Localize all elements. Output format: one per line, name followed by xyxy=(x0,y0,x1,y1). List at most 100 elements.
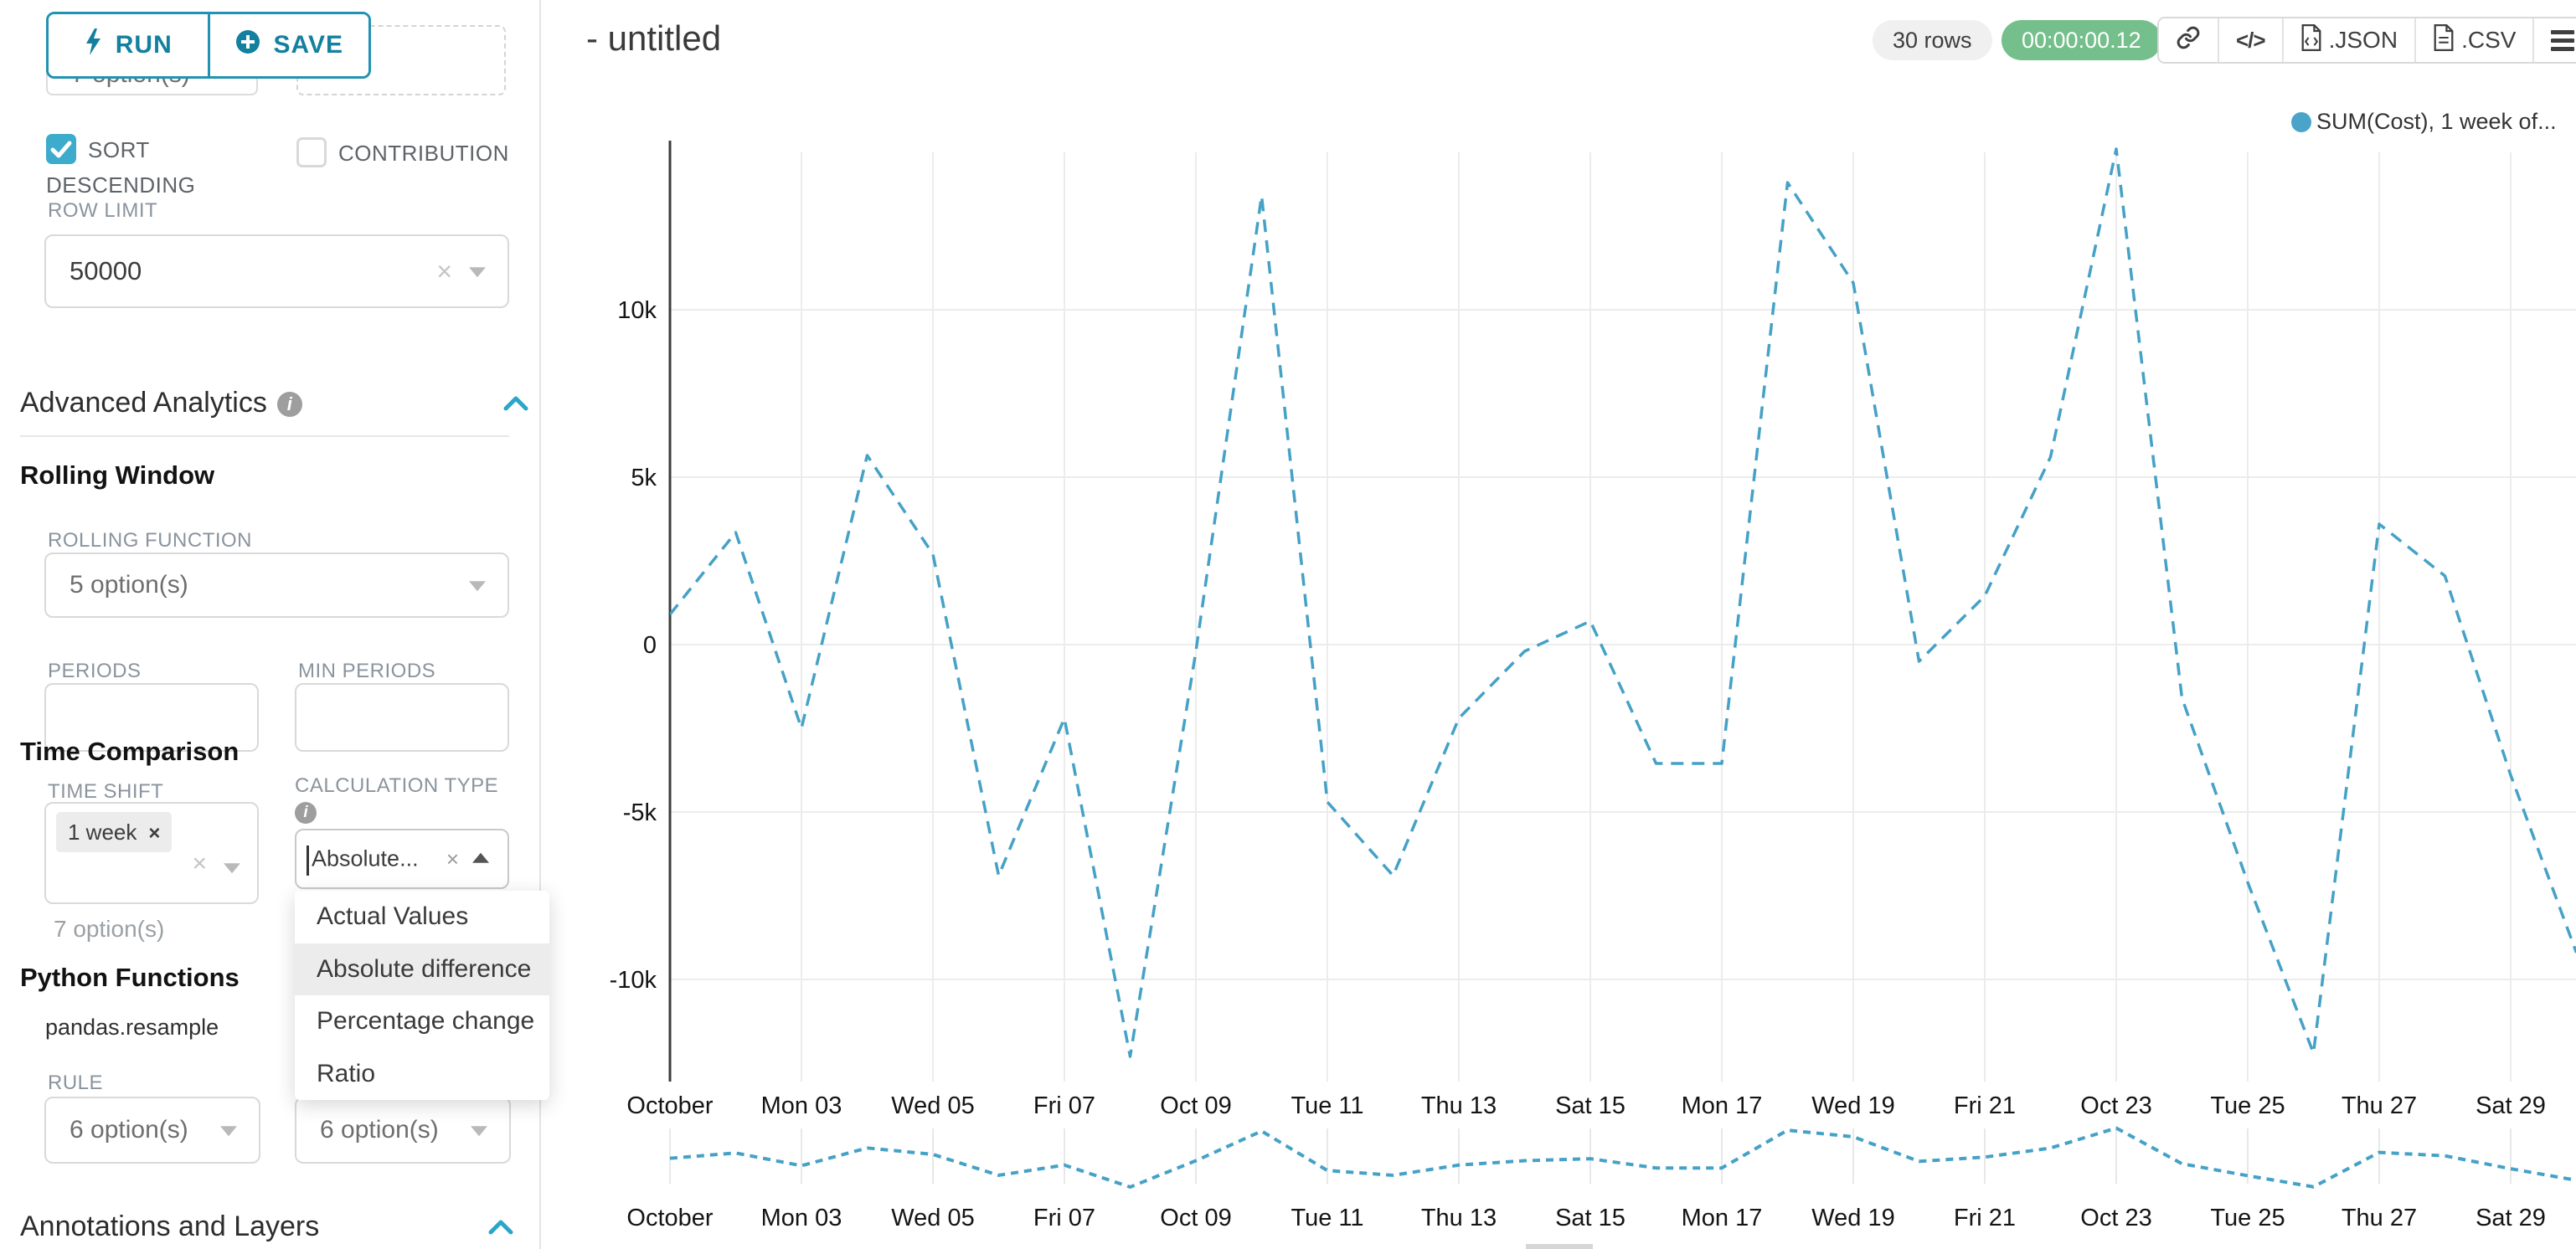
svg-text:10k: 10k xyxy=(617,297,657,324)
caret-down-icon[interactable] xyxy=(471,1126,487,1137)
min-periods-label: MIN PERIODS xyxy=(298,660,436,682)
hamburger-menu-icon xyxy=(2551,26,2575,55)
bolt-icon xyxy=(84,28,102,62)
divider xyxy=(20,435,509,437)
svg-text:-10k: -10k xyxy=(610,967,657,994)
row-limit-label: ROW LIMIT xyxy=(48,199,158,222)
legend-item[interactable]: SUM(Cost), 1 week of... xyxy=(2291,109,2557,135)
rule-secondary-value: 6 option(s) xyxy=(320,1116,439,1144)
partial-element xyxy=(1526,1244,1593,1249)
svg-text:October: October xyxy=(626,1092,713,1119)
svg-text:Mon 17: Mon 17 xyxy=(1682,1205,1763,1231)
remove-tag-icon[interactable]: × xyxy=(148,822,161,845)
rolling-function-value: 5 option(s) xyxy=(70,571,188,599)
svg-text:Fri 07: Fri 07 xyxy=(1033,1092,1095,1119)
info-icon[interactable]: i xyxy=(276,392,302,417)
clear-icon[interactable]: × xyxy=(192,850,207,877)
svg-text:Wed 05: Wed 05 xyxy=(891,1205,974,1231)
svg-text:Tue 11: Tue 11 xyxy=(1291,1205,1363,1231)
svg-text:Thu 13: Thu 13 xyxy=(1421,1092,1497,1119)
periods-input[interactable] xyxy=(44,683,259,752)
rule-select[interactable]: 6 option(s) xyxy=(44,1097,260,1164)
rule-select-secondary[interactable]: 6 option(s) xyxy=(295,1097,511,1164)
calculation-type-select[interactable]: Absolute... × xyxy=(295,829,509,889)
svg-text:Wed 05: Wed 05 xyxy=(891,1092,974,1119)
json-file-icon xyxy=(2300,23,2322,57)
dropdown-option-absolute-difference[interactable]: Absolute difference xyxy=(295,943,549,995)
share-link-button[interactable] xyxy=(2159,18,2218,62)
svg-text:Sat 15: Sat 15 xyxy=(1555,1205,1625,1231)
contribution-checkbox[interactable]: CONTRIBUTION xyxy=(296,136,539,171)
legend-dot-icon xyxy=(2291,111,2311,132)
chart-title[interactable]: - untitled xyxy=(586,18,722,58)
query-timer-badge: 00:00:00.12 xyxy=(2002,20,2161,60)
caret-down-icon[interactable] xyxy=(220,1126,237,1137)
periods-label: PERIODS xyxy=(48,660,142,682)
collapse-chevron-icon[interactable] xyxy=(487,1219,514,1236)
time-comparison-header: Time Comparison xyxy=(20,737,240,766)
svg-text:5k: 5k xyxy=(631,465,657,491)
caret-up-icon[interactable] xyxy=(472,852,489,863)
contribution-label: CONTRIBUTION xyxy=(338,141,509,166)
svg-text:Oct 09: Oct 09 xyxy=(1160,1205,1231,1231)
time-shift-helper: 7 option(s) xyxy=(54,916,165,942)
caret-down-icon[interactable] xyxy=(224,863,240,874)
advanced-analytics-header: Advanced Analytics i xyxy=(20,387,302,419)
time-shift-select[interactable]: 1 week × × xyxy=(44,802,259,904)
dropdown-option-ratio[interactable]: Ratio xyxy=(317,1059,376,1087)
rolling-function-select[interactable]: 5 option(s) xyxy=(44,553,509,618)
link-icon xyxy=(2176,25,2201,56)
svg-text:October: October xyxy=(626,1205,713,1231)
svg-text:Fri 21: Fri 21 xyxy=(1954,1205,2016,1231)
svg-text:Sat 29: Sat 29 xyxy=(2476,1205,2546,1231)
calculation-type-label: CALCULATION TYPE xyxy=(295,774,499,797)
calculation-type-value: Absolute... xyxy=(312,846,419,871)
collapse-chevron-icon[interactable] xyxy=(502,395,529,412)
svg-text:-5k: -5k xyxy=(623,799,657,826)
min-periods-input[interactable] xyxy=(295,683,509,752)
rule-label: RULE xyxy=(48,1072,104,1094)
svg-text:Tue 11: Tue 11 xyxy=(1291,1092,1363,1119)
caret-down-icon[interactable] xyxy=(469,267,486,278)
row-limit-value: 50000 xyxy=(70,256,142,285)
svg-text:Oct 23: Oct 23 xyxy=(2080,1205,2151,1231)
svg-text:Tue 25: Tue 25 xyxy=(2210,1092,2285,1119)
plus-circle-icon xyxy=(235,29,260,61)
caret-down-icon[interactable] xyxy=(469,581,486,592)
run-button[interactable]: RUN xyxy=(49,14,208,76)
export-json-button[interactable]: .JSON xyxy=(2281,18,2415,62)
svg-text:Fri 21: Fri 21 xyxy=(1954,1092,2016,1119)
view-query-button[interactable]: </> xyxy=(2218,18,2282,62)
svg-text:Wed 19: Wed 19 xyxy=(1811,1092,1894,1119)
rows-count-badge: 30 rows xyxy=(1873,20,1992,60)
checkbox-unchecked-icon[interactable] xyxy=(296,137,327,167)
control-panel: 7 option(s) RUN SAVE xyxy=(0,0,549,1249)
info-icon[interactable]: i xyxy=(295,802,317,824)
advanced-analytics-title: Advanced Analytics xyxy=(20,387,267,419)
svg-text:Tue 25: Tue 25 xyxy=(2210,1205,2285,1231)
svg-text:Oct 23: Oct 23 xyxy=(2080,1092,2151,1119)
svg-text:Thu 27: Thu 27 xyxy=(2342,1092,2417,1119)
dropdown-option-percentage-change[interactable]: Percentage change xyxy=(317,1007,535,1035)
row-limit-select[interactable]: 50000 × xyxy=(44,234,509,308)
more-menu-button[interactable] xyxy=(2532,18,2576,62)
sort-descending-label: SORT DESCENDING xyxy=(46,137,196,198)
svg-text:Thu 13: Thu 13 xyxy=(1421,1205,1497,1231)
svg-text:Sat 29: Sat 29 xyxy=(2476,1092,2546,1119)
export-toolbar: </> .JSON .CSV xyxy=(2157,17,2576,64)
clear-icon[interactable]: × xyxy=(446,846,459,871)
time-shift-label: TIME SHIFT xyxy=(48,780,164,803)
sort-descending-checkbox[interactable]: SORT DESCENDING xyxy=(46,132,255,203)
checkbox-checked-icon[interactable] xyxy=(46,134,76,164)
clear-icon[interactable]: × xyxy=(436,256,452,286)
svg-text:Sat 15: Sat 15 xyxy=(1555,1092,1625,1119)
legend-label: SUM(Cost), 1 week of... xyxy=(2316,109,2557,134)
export-csv-button[interactable]: .CSV xyxy=(2414,18,2533,62)
svg-text:Mon 03: Mon 03 xyxy=(761,1205,842,1231)
python-functions-header: Python Functions xyxy=(20,963,240,992)
save-button[interactable]: SAVE xyxy=(207,14,368,76)
dropdown-option-actual-values[interactable]: Actual Values xyxy=(317,902,469,930)
export-json-label: .JSON xyxy=(2328,27,2398,53)
